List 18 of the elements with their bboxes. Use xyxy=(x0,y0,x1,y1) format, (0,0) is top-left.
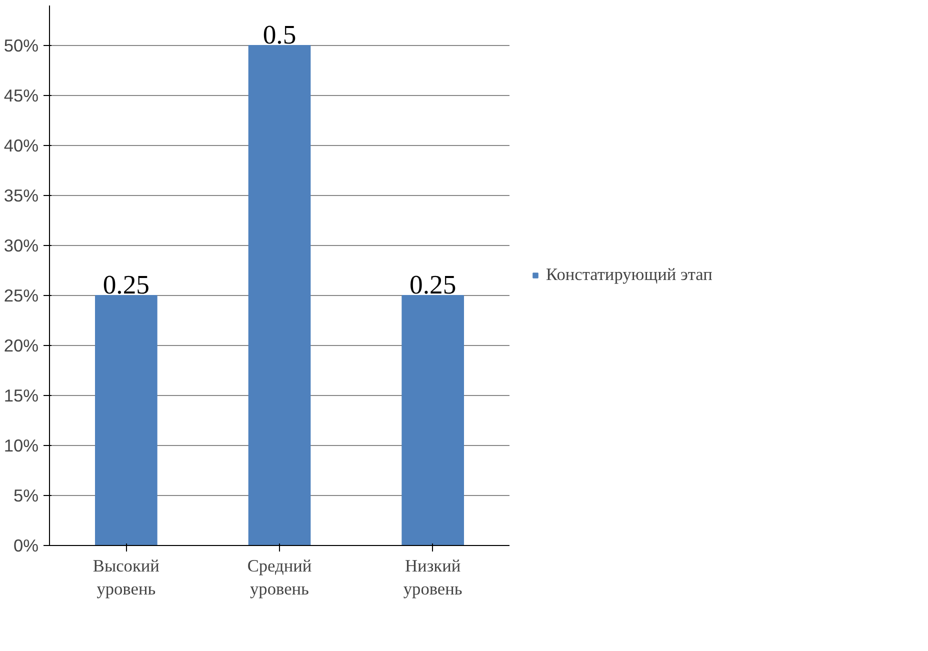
y-tick-label: 35% xyxy=(4,186,39,206)
y-tick-label: 5% xyxy=(13,486,38,506)
y-tick-label: 50% xyxy=(4,36,39,56)
y-tick-label: 10% xyxy=(4,436,39,456)
data-label: 0.25 xyxy=(102,270,150,300)
x-tick-label: Низкий уровень xyxy=(403,556,462,598)
data-label: 0.5 xyxy=(262,20,296,50)
data-label: 0.25 xyxy=(410,270,456,300)
y-tick-label: 45% xyxy=(4,86,39,106)
x-tick-label: Высокий уровень xyxy=(92,556,160,598)
y-tick-label: 15% xyxy=(4,386,39,406)
legend-label: Констатирующий этап xyxy=(546,264,712,284)
y-tick-label: 30% xyxy=(4,236,39,256)
y-tick-label: 40% xyxy=(4,136,39,156)
x-tick-label: Средний уровень xyxy=(247,556,312,598)
y-tick-label: 25% xyxy=(4,286,39,306)
y-tick-label: 0% xyxy=(13,536,38,556)
y-tick-label: 20% xyxy=(4,336,39,356)
